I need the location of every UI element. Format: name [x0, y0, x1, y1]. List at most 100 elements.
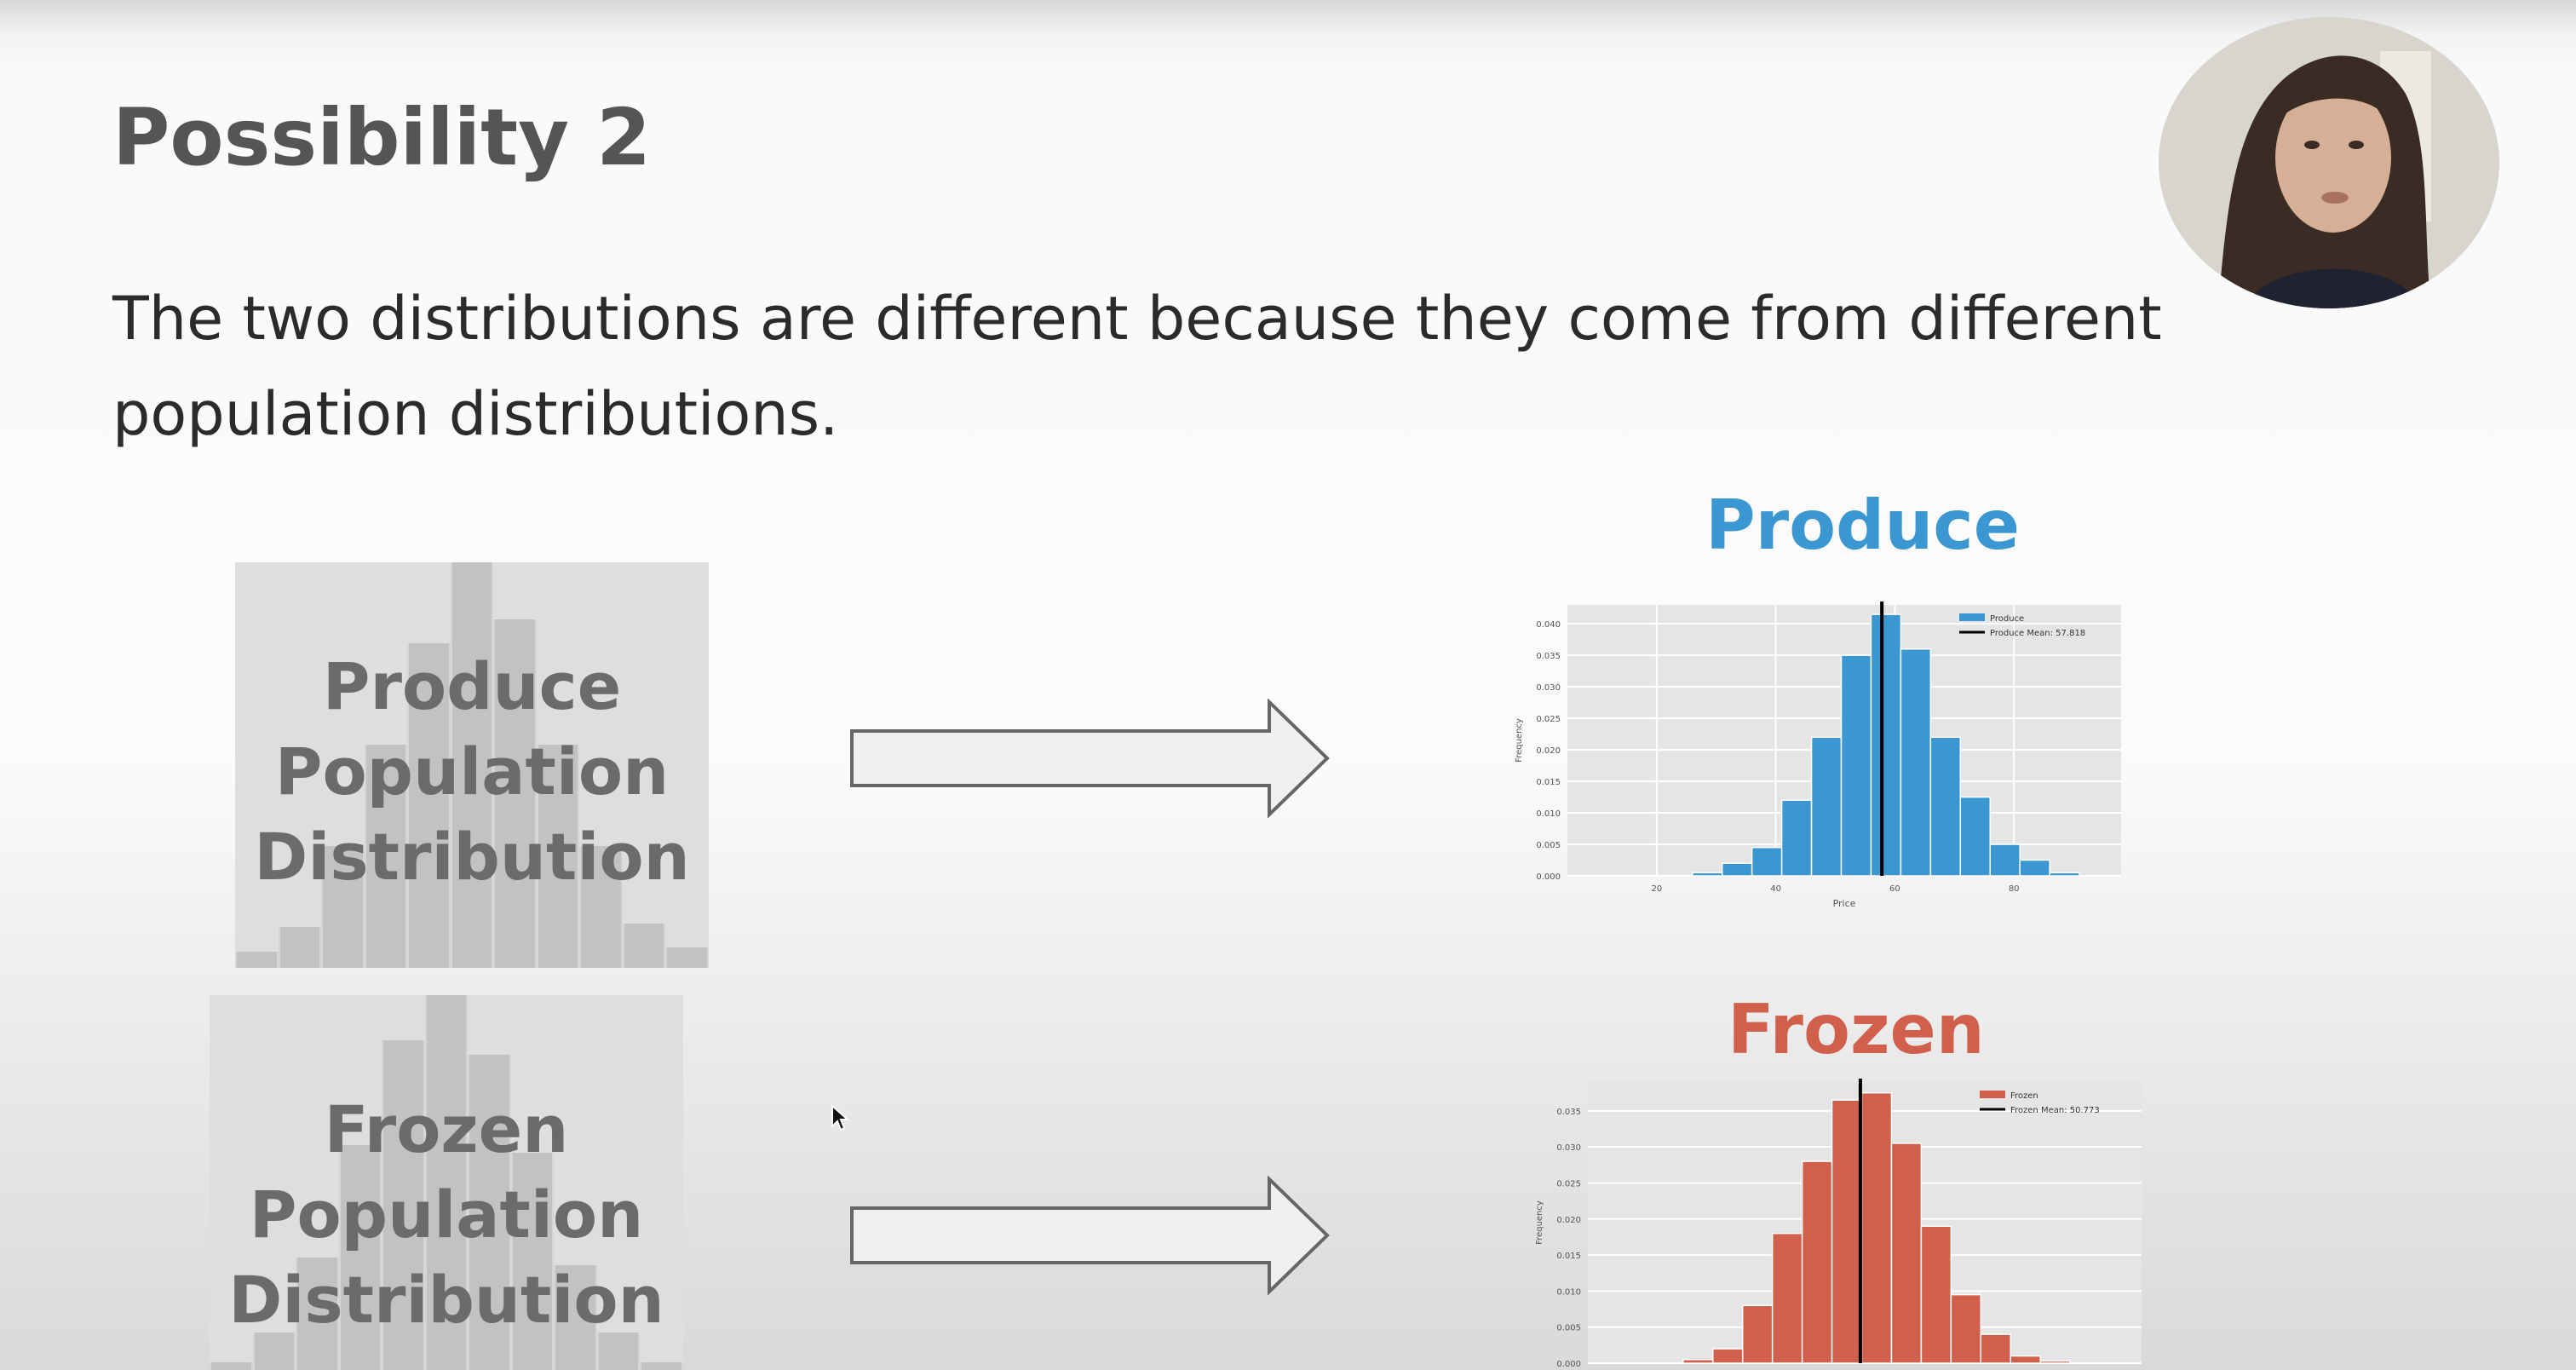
histogram-bar — [1980, 1333, 2011, 1364]
frozen-population-line-2: Population — [249, 1177, 644, 1252]
y-tick-label: 0.035 — [1536, 652, 1561, 661]
produce-population-line-1: Produce — [322, 648, 622, 724]
mouse-cursor-icon — [831, 1104, 849, 1131]
population-bar — [665, 947, 709, 968]
population-bar — [640, 1362, 683, 1370]
histogram-bar — [1712, 1348, 1744, 1364]
x-tick-label: 80 — [2009, 884, 2020, 894]
frozen-population-line-3: Distribution — [228, 1262, 664, 1338]
histogram-bar — [1920, 1225, 1952, 1364]
histogram-bar — [2019, 859, 2050, 877]
histogram-bar — [1810, 736, 1843, 877]
right-arrow-icon — [850, 1176, 1330, 1295]
x-tick-label: 60 — [1889, 884, 1900, 894]
population-bar — [407, 643, 451, 968]
population-bar — [450, 562, 494, 968]
population-bar — [382, 1039, 425, 1370]
frozen-population-graphic: Frozen Population Distribution — [210, 995, 683, 1370]
y-tick-label: 0.030 — [1556, 1143, 1581, 1153]
population-bar — [468, 1055, 511, 1370]
presenter-webcam — [2159, 17, 2499, 308]
legend-mean-label: Produce Mean: 57.818 — [1990, 629, 2085, 638]
histogram-bar — [2049, 872, 2080, 877]
histogram-bar — [1692, 872, 1723, 877]
presenter-avatar — [2159, 17, 2499, 308]
produce-histogram-chart: 0.000 0.005 0.010 0.015 0.020 0.025 0.030 0.035… — [1515, 602, 2121, 909]
histogram-bar — [1950, 1293, 1982, 1364]
population-bar — [596, 1333, 641, 1370]
population-bar — [252, 1333, 296, 1370]
population-bar — [622, 923, 666, 968]
produce-chart-title: Produce — [1705, 486, 2020, 565]
population-bar — [321, 846, 365, 968]
population-bar — [536, 745, 580, 968]
y-tick-label: 0.015 — [1536, 778, 1561, 787]
frozen-population-line-1: Frozen — [324, 1091, 569, 1167]
y-tick-label: 0.005 — [1556, 1324, 1581, 1333]
frozen-chart-title: Frozen — [1728, 990, 1985, 1069]
y-tick-label: 0.025 — [1536, 715, 1561, 724]
legend-mean-label: Frozen Mean: 50.773 — [2010, 1106, 2100, 1115]
y-tick-label: 0.020 — [1556, 1216, 1581, 1225]
population-bar — [424, 995, 469, 1370]
histogram-bar — [1840, 654, 1872, 877]
population-histogram-bars — [210, 995, 683, 1370]
histogram-bar — [1682, 1359, 1714, 1364]
legend-swatch — [1980, 1091, 2005, 1098]
histogram-bar — [1831, 1099, 1863, 1364]
population-histogram-bars — [235, 562, 709, 968]
population-bar — [235, 951, 279, 968]
y-tick-label: 0.040 — [1536, 620, 1561, 630]
legend-label: Produce — [1990, 614, 2024, 624]
histogram-bar — [2039, 1360, 2071, 1364]
population-bar — [364, 745, 408, 968]
y-tick-label: 0.015 — [1556, 1252, 1581, 1261]
population-bar — [210, 1362, 253, 1370]
population-bar — [338, 1145, 382, 1370]
histogram-bar — [1989, 843, 2021, 877]
histogram-bar — [1900, 648, 1932, 877]
histogram-bar — [1721, 862, 1753, 877]
histogram-bar — [1890, 1143, 1923, 1364]
y-tick-label: 0.000 — [1556, 1360, 1581, 1369]
y-axis-label: Frequency — [1515, 718, 1524, 763]
produce-population-line-2: Population — [274, 734, 670, 809]
produce-population-line-3: Distribution — [254, 819, 690, 895]
histogram-bar — [1771, 1232, 1803, 1364]
histogram-bar — [1860, 1091, 1893, 1364]
y-tick-label: 0.000 — [1536, 872, 1561, 882]
histogram-bar — [1751, 846, 1783, 877]
y-tick-label: 0.035 — [1556, 1108, 1581, 1117]
x-tick-label: 20 — [1651, 884, 1662, 894]
frozen-histogram-chart: 0.000 0.005 0.010 0.015 0.020 0.025 0.030 0.035… — [1535, 1079, 2142, 1369]
histogram-bar — [1929, 736, 1962, 877]
legend-label: Frozen — [2010, 1091, 2038, 1101]
population-bar — [510, 1152, 555, 1370]
slide-title: Possibility 2 — [112, 92, 652, 183]
right-arrow-icon — [850, 699, 1330, 818]
y-tick-label: 0.025 — [1556, 1179, 1581, 1189]
histogram-bar — [1959, 796, 1991, 877]
population-bar — [579, 846, 623, 968]
y-tick-label: 0.005 — [1536, 841, 1561, 850]
y-tick-label: 0.030 — [1536, 683, 1561, 693]
histogram-bar — [1870, 613, 1902, 877]
population-bar — [493, 619, 537, 968]
produce-population-graphic: Produce Population Distribution — [235, 562, 709, 968]
histogram-bar — [1801, 1160, 1833, 1364]
x-tick-label: 40 — [1770, 884, 1781, 894]
population-bar — [554, 1264, 597, 1370]
y-axis-label: Frequency — [1535, 1200, 1544, 1245]
y-tick-label: 0.020 — [1536, 746, 1561, 756]
histogram-bar — [1780, 799, 1813, 877]
histogram-bar — [2010, 1355, 2041, 1364]
y-tick-label: 0.010 — [1556, 1287, 1581, 1297]
slide-body-text: The two distributions are different beca… — [112, 284, 2162, 449]
x-axis-label: Price — [1833, 898, 1856, 909]
y-tick-label: 0.010 — [1536, 809, 1561, 819]
population-bar — [296, 1258, 339, 1370]
histogram-bar — [1741, 1304, 1774, 1364]
population-bar — [278, 927, 322, 968]
top-shade — [0, 0, 2576, 34]
legend-swatch — [1959, 613, 1985, 621]
